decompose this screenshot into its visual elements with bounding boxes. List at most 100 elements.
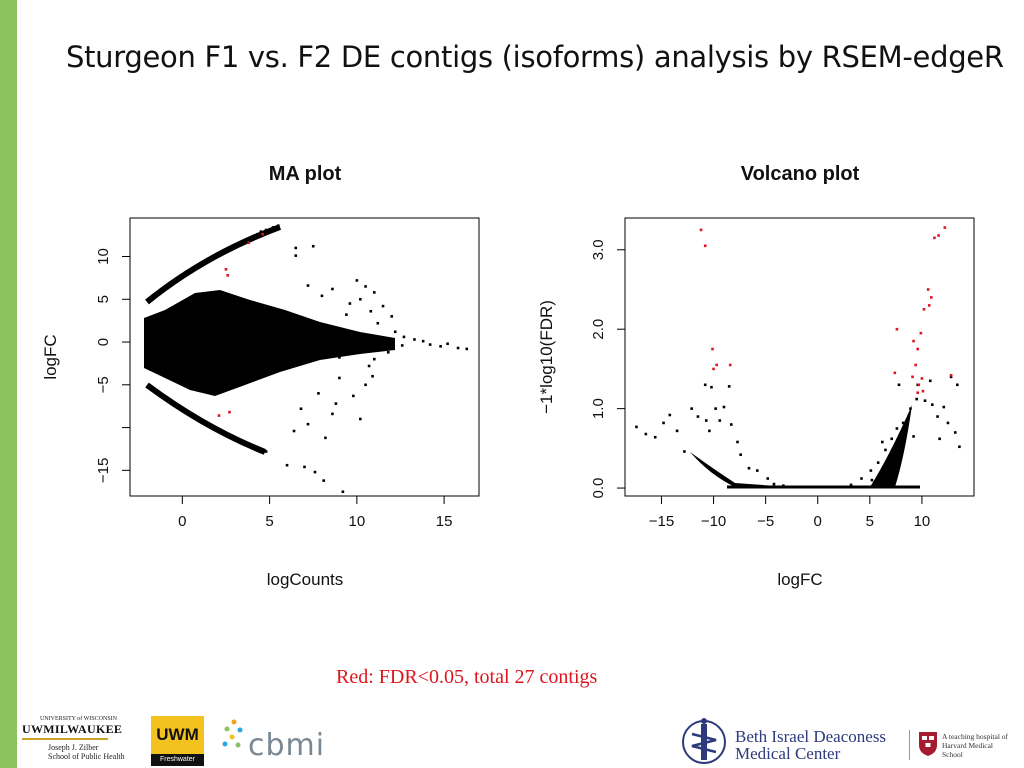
ma-x-tick-label: 0 xyxy=(178,513,186,530)
volcano-point-black xyxy=(956,383,959,387)
ma-plot: MA plot 0 5 10 15 10 5 0 −5 −15 logCounts logFC xyxy=(41,163,480,589)
volcano-point-red xyxy=(922,308,926,311)
ma-point-black xyxy=(369,309,373,313)
ma-y-label: logFC xyxy=(41,334,60,379)
volcano-point-black xyxy=(869,469,873,472)
ma-point-black xyxy=(393,330,397,334)
ma-point-black xyxy=(306,284,310,287)
volcano-point-red xyxy=(699,228,703,232)
volcano-point-black xyxy=(915,397,919,401)
volcano-point-black xyxy=(708,429,711,433)
bidmc-line2: Medical Center xyxy=(735,744,841,763)
volcano-point-red xyxy=(711,347,714,351)
ma-point-red xyxy=(247,241,250,245)
volcano-point-black xyxy=(675,429,679,433)
volcano-point-red xyxy=(919,331,923,335)
cbmi-wordmark: cbmi xyxy=(248,728,326,763)
uwm-line4: School of Public Health xyxy=(48,752,125,761)
volcano-point-black xyxy=(772,482,776,486)
volcano-point-black xyxy=(727,385,731,388)
volcano-point-red xyxy=(715,363,718,367)
logo-divider xyxy=(909,730,910,760)
volcano-point-black xyxy=(766,477,770,480)
volcano-point-black xyxy=(881,440,884,444)
volcano-x-tick-label: 5 xyxy=(866,513,874,530)
uwm-line2: UWMILWAUKEE xyxy=(22,722,123,736)
harvard-line1: A teaching hospital of xyxy=(942,732,1009,741)
ma-point-black xyxy=(324,436,327,440)
ma-point-black xyxy=(292,429,296,433)
ma-point-black xyxy=(338,356,341,359)
ma-point-black xyxy=(359,417,362,421)
volcano-point-black xyxy=(690,407,693,410)
ma-point-black xyxy=(348,302,352,305)
volcano-point-red xyxy=(893,371,897,375)
volcano-x-axis: −15 −10 −5 0 5 10 xyxy=(649,496,930,530)
volcano-point-black xyxy=(936,415,939,418)
volcano-point-black xyxy=(870,478,874,482)
volcano-point-black xyxy=(704,419,708,422)
volcano-point-black xyxy=(890,437,893,441)
volcano-point-black xyxy=(946,421,950,425)
volcano-point-red xyxy=(712,367,715,371)
ma-point-black xyxy=(465,347,469,351)
accent-bar xyxy=(0,0,17,768)
volcano-point-black xyxy=(782,484,785,487)
volcano-point-red xyxy=(916,391,920,395)
ma-point-black xyxy=(345,313,348,316)
ma-point-black xyxy=(271,226,275,229)
volcano-point-black xyxy=(714,407,717,410)
ma-point-black xyxy=(256,232,259,236)
bidmc-line1: Beth Israel Deaconess xyxy=(735,727,887,746)
ma-point-black xyxy=(373,291,376,294)
uwm-zilber-logo: UNIVERSITY of WISCONSIN UWMILWAUKEE Jose… xyxy=(22,716,142,766)
ma-point-black xyxy=(311,244,315,248)
volcano-point-red xyxy=(895,327,899,331)
ma-point-black xyxy=(264,450,268,453)
volcano-point-black xyxy=(635,425,638,429)
ma-x-tick-label: 10 xyxy=(349,513,366,530)
volcano-point-black xyxy=(718,419,722,422)
ma-point-black xyxy=(402,335,406,339)
volcano-point-black xyxy=(710,385,713,389)
cbmi-logo: cbmi xyxy=(222,716,332,766)
ma-point-black xyxy=(320,294,324,298)
volcano-point-black xyxy=(953,431,957,434)
ma-point-black xyxy=(381,304,385,308)
uwm-divider xyxy=(22,738,108,740)
volcano-point-red xyxy=(921,389,925,393)
volcano-point-black xyxy=(696,415,700,418)
harvard-shield-icon xyxy=(919,732,937,756)
ma-point-black xyxy=(439,345,442,348)
volcano-point-red xyxy=(927,304,931,307)
volcano-y-tick-label: 0.0 xyxy=(590,478,607,499)
ma-point-black xyxy=(446,342,449,346)
ma-point-black xyxy=(456,346,460,350)
volcano-point-red xyxy=(911,375,914,379)
volcano-x-tick-label: 0 xyxy=(814,513,822,530)
slide-title: Sturgeon F1 vs. F2 DE contigs (isoforms)… xyxy=(66,40,1004,74)
ma-point-black xyxy=(331,412,334,416)
caption: Red: FDR<0.05, total 27 contigs xyxy=(336,666,598,688)
ma-lower-band xyxy=(145,382,267,455)
volcano-point-black xyxy=(938,437,941,441)
ma-y-tick-label: −5 xyxy=(95,376,112,393)
volcano-point-black xyxy=(942,405,946,409)
ma-point-black xyxy=(285,463,289,467)
volcano-y-tick-label: 1.0 xyxy=(590,398,607,419)
ma-point-black xyxy=(306,422,310,426)
ma-x-axis: 0 5 10 15 xyxy=(178,496,452,530)
volcano-point-black xyxy=(653,435,657,439)
volcano-y-tick-label: 2.0 xyxy=(590,319,607,340)
volcano-x-tick-label: −5 xyxy=(757,513,774,530)
cbmi-dots-icon xyxy=(222,719,243,748)
volcano-point-black xyxy=(884,448,887,452)
ma-point-black xyxy=(294,246,298,250)
ma-point-red xyxy=(226,274,230,277)
ma-point-black xyxy=(317,392,320,395)
ma-point-black xyxy=(373,357,376,361)
volcano-y-axis: 0.0 1.0 2.0 3.0 xyxy=(590,239,625,498)
volcano-point-red xyxy=(933,236,936,240)
ma-point-black xyxy=(322,479,325,482)
ma-point-black xyxy=(334,402,338,405)
